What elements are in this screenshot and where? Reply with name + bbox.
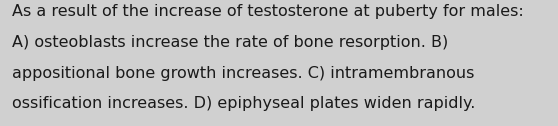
Text: As a result of the increase of testosterone at puberty for males:: As a result of the increase of testoster…: [12, 4, 524, 19]
Text: appositional bone growth increases. C) intramembranous: appositional bone growth increases. C) i…: [12, 66, 475, 81]
Text: ossification increases. D) epiphyseal plates widen rapidly.: ossification increases. D) epiphyseal pl…: [12, 96, 475, 111]
Text: A) osteoblasts increase the rate of bone resorption. B): A) osteoblasts increase the rate of bone…: [12, 35, 449, 50]
